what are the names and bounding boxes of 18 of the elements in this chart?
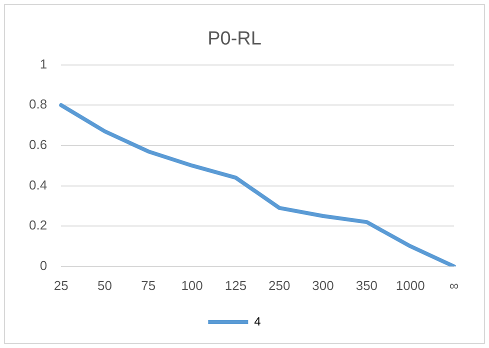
y-tick-label: 0.8 — [28, 96, 48, 112]
x-tick-label: 25 — [54, 278, 68, 293]
x-tick-label: 1000 — [396, 278, 425, 293]
y-tick-label: 1 — [40, 56, 48, 72]
x-tick-label: 350 — [356, 278, 378, 293]
x-tick-label: 75 — [141, 278, 156, 293]
y-tick-label: 0.6 — [28, 137, 48, 152]
y-tick-label: 0.4 — [28, 177, 48, 192]
y-tick-label: 0 — [40, 258, 48, 273]
x-tick-label: 300 — [312, 278, 334, 293]
y-tick-label: 0.2 — [28, 218, 48, 233]
x-tick-label: 100 — [181, 278, 203, 293]
legend-label: 4 — [254, 314, 262, 328]
x-tick-label: 125 — [224, 278, 247, 293]
x-tick-label: 50 — [97, 278, 112, 293]
chart-title: P0-RL — [208, 28, 262, 50]
x-tick-label: ∞ — [449, 278, 459, 293]
x-tick-label: 250 — [268, 278, 290, 293]
